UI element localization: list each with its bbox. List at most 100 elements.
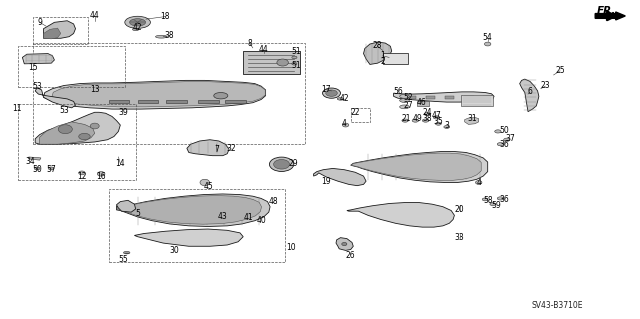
Text: 26: 26 bbox=[346, 251, 356, 260]
Polygon shape bbox=[134, 229, 243, 246]
Polygon shape bbox=[336, 238, 353, 250]
Text: 33: 33 bbox=[454, 233, 465, 242]
Ellipse shape bbox=[49, 167, 54, 170]
Ellipse shape bbox=[124, 251, 130, 254]
Ellipse shape bbox=[504, 138, 510, 141]
Bar bbox=[138, 100, 158, 103]
Ellipse shape bbox=[483, 198, 488, 201]
Text: 9: 9 bbox=[37, 18, 42, 27]
Text: 49: 49 bbox=[412, 114, 422, 123]
Text: 16: 16 bbox=[96, 172, 106, 181]
Ellipse shape bbox=[399, 105, 410, 109]
Bar bbox=[461, 95, 493, 106]
Polygon shape bbox=[44, 80, 266, 109]
Ellipse shape bbox=[277, 59, 289, 66]
Bar bbox=[383, 53, 408, 64]
Ellipse shape bbox=[436, 122, 442, 125]
Text: 18: 18 bbox=[161, 12, 170, 21]
Polygon shape bbox=[465, 117, 479, 124]
Text: 40: 40 bbox=[256, 216, 266, 225]
Text: 50: 50 bbox=[32, 165, 42, 174]
Polygon shape bbox=[364, 42, 392, 64]
Bar bbox=[109, 100, 129, 103]
Bar bbox=[417, 101, 429, 106]
Ellipse shape bbox=[292, 56, 297, 59]
Ellipse shape bbox=[200, 179, 210, 186]
Text: 44: 44 bbox=[90, 11, 100, 20]
Text: 44: 44 bbox=[259, 45, 269, 54]
Ellipse shape bbox=[490, 203, 496, 206]
Text: SV43-B3710E: SV43-B3710E bbox=[531, 301, 582, 310]
Text: 47: 47 bbox=[431, 111, 442, 120]
Text: 24: 24 bbox=[422, 108, 433, 117]
Text: 51: 51 bbox=[291, 47, 301, 56]
Text: 54: 54 bbox=[483, 33, 493, 42]
Text: 20: 20 bbox=[454, 205, 465, 214]
Text: 12: 12 bbox=[77, 172, 86, 181]
Text: 58: 58 bbox=[483, 197, 493, 205]
Bar bbox=[483, 96, 493, 99]
Ellipse shape bbox=[125, 16, 150, 28]
Ellipse shape bbox=[337, 98, 344, 100]
Text: 25: 25 bbox=[555, 66, 565, 75]
Text: 19: 19 bbox=[321, 177, 332, 186]
Ellipse shape bbox=[399, 99, 410, 102]
Text: 38: 38 bbox=[164, 31, 175, 40]
Text: 55: 55 bbox=[118, 256, 128, 264]
Bar bbox=[198, 100, 219, 103]
Text: 30: 30 bbox=[169, 246, 179, 255]
Ellipse shape bbox=[495, 130, 501, 133]
Text: 5: 5 bbox=[135, 209, 140, 218]
Ellipse shape bbox=[484, 42, 491, 46]
Ellipse shape bbox=[497, 143, 504, 146]
Text: 53: 53 bbox=[32, 82, 42, 91]
Text: 59: 59 bbox=[491, 201, 501, 210]
Ellipse shape bbox=[476, 181, 482, 184]
Ellipse shape bbox=[497, 197, 504, 200]
Polygon shape bbox=[52, 82, 265, 107]
Text: 41: 41 bbox=[243, 213, 253, 222]
Bar bbox=[18, 46, 125, 87]
Polygon shape bbox=[116, 200, 136, 212]
Bar bbox=[243, 51, 300, 74]
Ellipse shape bbox=[269, 157, 294, 172]
Bar bbox=[18, 104, 136, 180]
Text: 4: 4 bbox=[342, 119, 347, 128]
Ellipse shape bbox=[292, 63, 297, 65]
Polygon shape bbox=[520, 79, 539, 112]
Polygon shape bbox=[35, 112, 120, 144]
Text: 43: 43 bbox=[218, 212, 228, 221]
Text: 35: 35 bbox=[433, 117, 444, 126]
Text: 31: 31 bbox=[467, 114, 477, 123]
Text: 13: 13 bbox=[90, 85, 100, 94]
Text: 22: 22 bbox=[351, 108, 360, 117]
Polygon shape bbox=[116, 194, 270, 226]
Bar bbox=[426, 96, 435, 99]
Text: 36: 36 bbox=[499, 140, 509, 149]
Text: 27: 27 bbox=[403, 101, 413, 110]
Text: 39: 39 bbox=[118, 108, 128, 117]
Ellipse shape bbox=[132, 28, 139, 31]
Text: 23: 23 bbox=[540, 81, 550, 90]
Text: 17: 17 bbox=[321, 85, 332, 94]
Text: 11: 11 bbox=[12, 104, 21, 113]
Polygon shape bbox=[28, 157, 41, 160]
Ellipse shape bbox=[156, 35, 167, 38]
Bar bbox=[406, 96, 416, 99]
Polygon shape bbox=[314, 168, 366, 186]
Text: 10: 10 bbox=[286, 243, 296, 252]
Ellipse shape bbox=[79, 133, 90, 140]
Text: 3: 3 bbox=[444, 121, 449, 130]
Text: 42: 42 bbox=[132, 23, 143, 32]
Bar bbox=[445, 96, 454, 99]
Ellipse shape bbox=[79, 171, 85, 175]
Bar bbox=[33, 43, 305, 144]
Text: 50: 50 bbox=[499, 126, 509, 135]
Text: 46: 46 bbox=[416, 98, 426, 107]
Text: 29: 29 bbox=[288, 159, 298, 168]
Text: 48: 48 bbox=[269, 197, 279, 206]
Ellipse shape bbox=[129, 19, 146, 26]
Polygon shape bbox=[35, 88, 76, 108]
Polygon shape bbox=[117, 196, 262, 224]
Ellipse shape bbox=[422, 119, 429, 122]
